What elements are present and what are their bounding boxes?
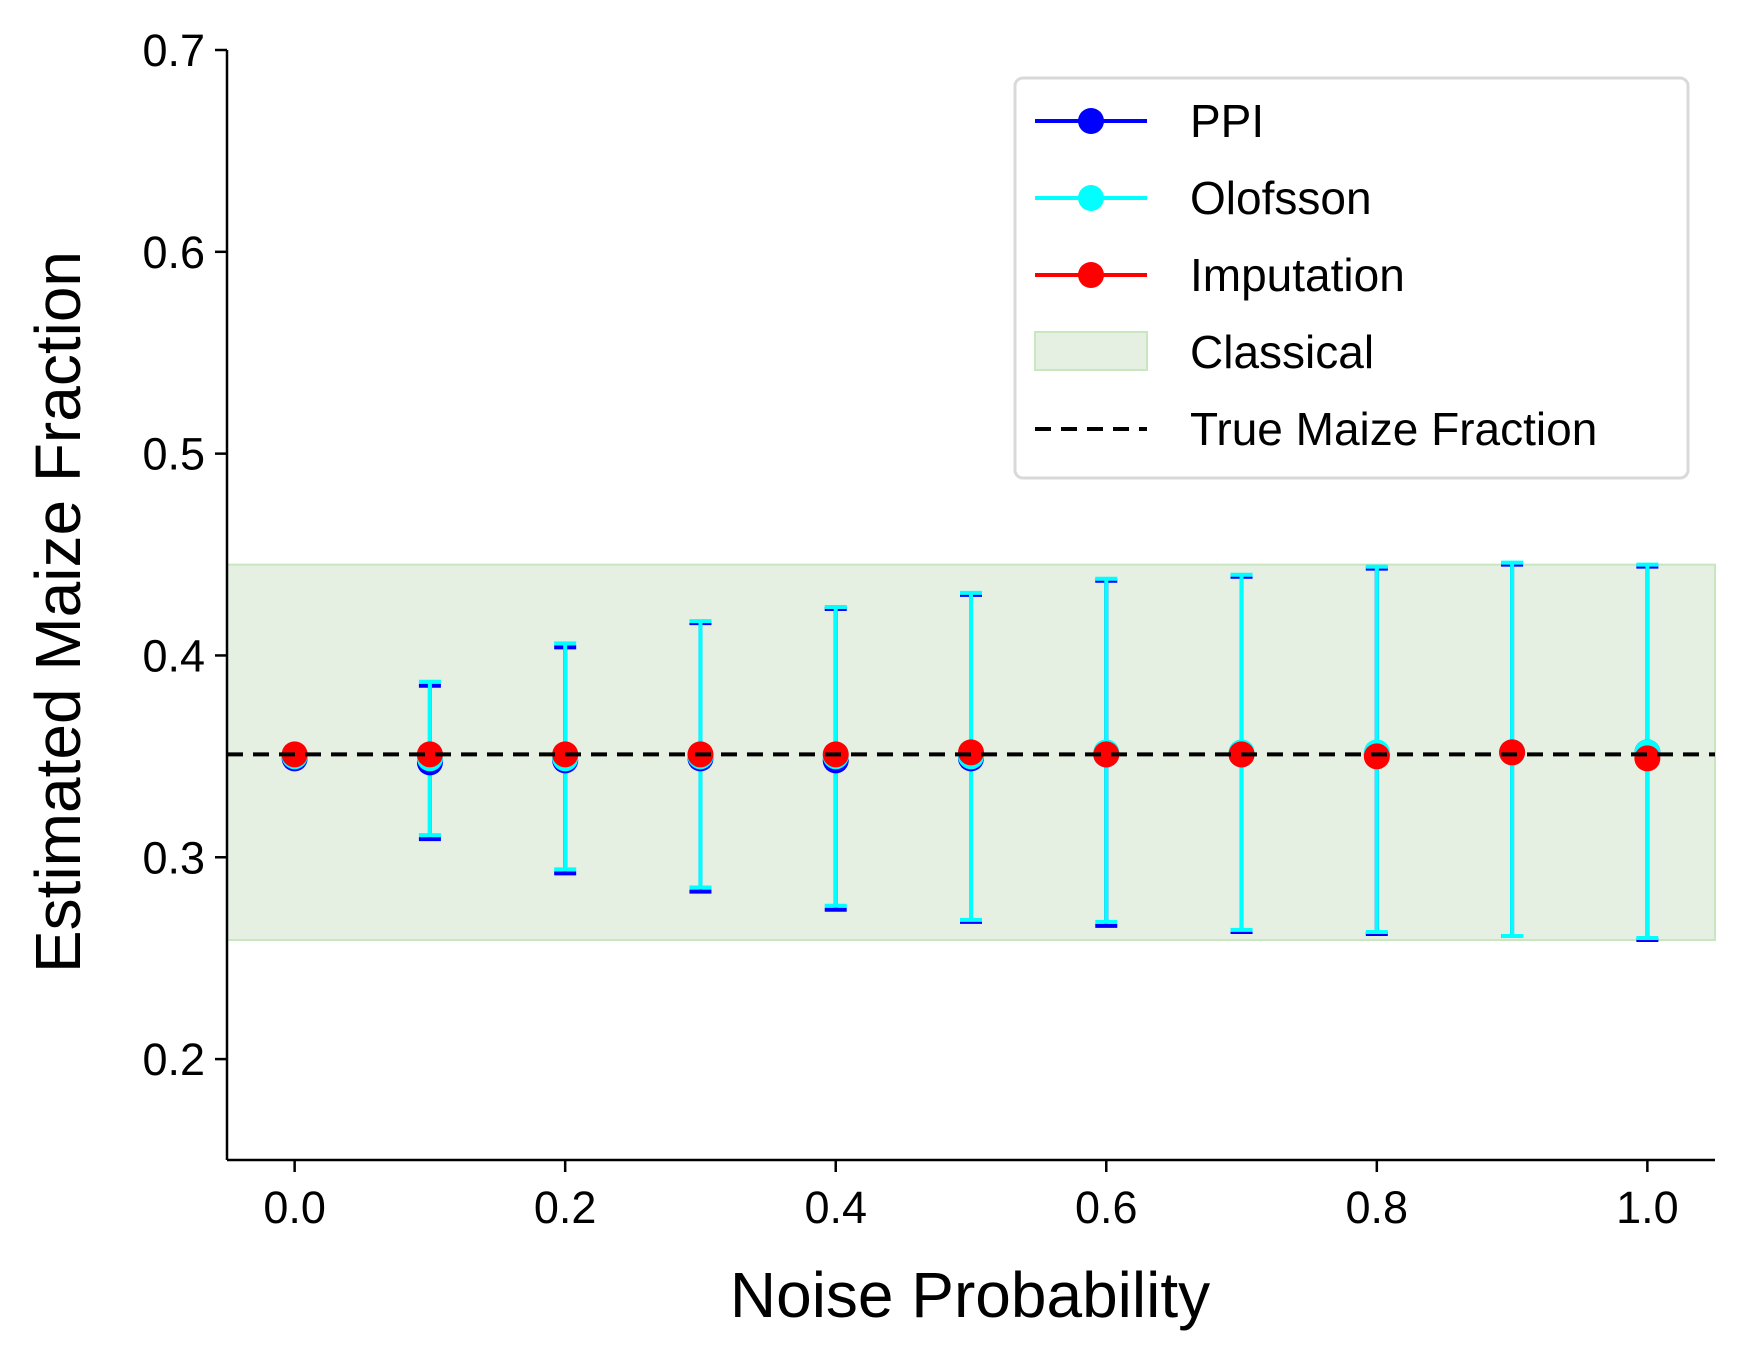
y-tick-label: 0.6 xyxy=(142,227,205,278)
y-tick-label: 0.7 xyxy=(142,25,205,76)
legend-entry-true-fraction: True Maize Fraction xyxy=(1035,403,1597,455)
legend-swatch-classical xyxy=(1034,331,1148,371)
legend-label-olofsson: Olofsson xyxy=(1190,172,1372,224)
y-tick-label: 0.3 xyxy=(142,832,205,883)
y-tick-label: 0.2 xyxy=(142,1034,205,1085)
y-axis-title: Estimated Maize Fraction xyxy=(22,251,94,973)
y-tick-label: 0.5 xyxy=(142,429,205,480)
legend-frame xyxy=(1013,76,1690,480)
legend-entry-olofsson: Olofsson xyxy=(1035,172,1372,224)
legend-marker-imputation xyxy=(1078,262,1104,288)
legend-marker-olofsson xyxy=(1078,185,1104,211)
legend: PPI Olofsson Imputation Classical True M… xyxy=(1013,76,1690,480)
point-imputation xyxy=(1634,745,1661,772)
point-imputation xyxy=(1499,739,1526,766)
x-tick-label: 0.4 xyxy=(804,1182,867,1233)
x-tick-label: 0.0 xyxy=(263,1182,326,1233)
point-imputation xyxy=(1093,741,1120,768)
x-tick-label: 0.2 xyxy=(534,1182,597,1233)
legend-label-imputation: Imputation xyxy=(1190,249,1405,301)
legend-label-classical: Classical xyxy=(1190,326,1374,378)
legend-marker-ppi xyxy=(1078,108,1104,134)
point-imputation xyxy=(416,741,443,768)
legend-entry-classical: Classical xyxy=(1034,326,1374,378)
legend-label-ppi: PPI xyxy=(1190,95,1264,147)
x-tick-label: 1.0 xyxy=(1616,1182,1679,1233)
point-imputation xyxy=(958,739,984,766)
legend-entry-ppi: PPI xyxy=(1035,95,1264,147)
y-tick-label: 0.4 xyxy=(142,630,205,681)
ticks-layer: 0.0 0.2 0.4 0.6 0.8 1.0 0.2 0.3 0.4 0.5 0.6 0.7 xyxy=(142,25,1678,1233)
x-tick-label: 0.8 xyxy=(1346,1182,1409,1233)
x-axis-title: Noise Probability xyxy=(730,1259,1210,1331)
axes-layer xyxy=(225,50,1715,1162)
legend-entry-imputation: Imputation xyxy=(1035,249,1405,301)
series-layer xyxy=(227,560,1715,943)
legend-label-true-fraction: True Maize Fraction xyxy=(1190,403,1597,455)
point-imputation xyxy=(1363,743,1390,770)
x-tick-label: 0.6 xyxy=(1075,1182,1138,1233)
